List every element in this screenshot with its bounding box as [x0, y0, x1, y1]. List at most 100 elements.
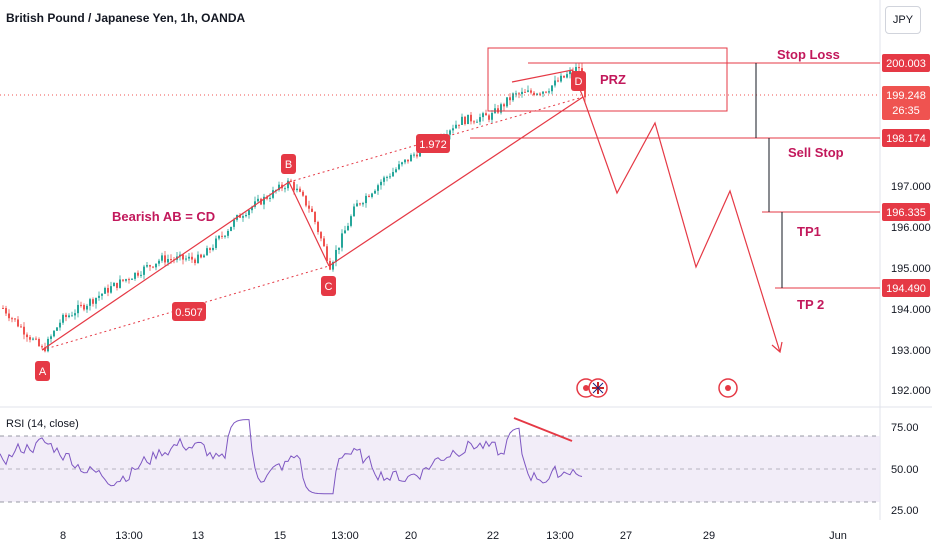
candle-body	[296, 188, 298, 191]
stop-loss-label: Stop Loss	[777, 47, 840, 62]
candle-body	[404, 159, 406, 163]
candle-body	[371, 193, 373, 197]
candle-body	[386, 176, 388, 178]
candle-body	[203, 255, 205, 258]
symbol-title[interactable]: British Pound / Japanese Yen, 1h, OANDA	[6, 11, 246, 25]
candle-body	[410, 154, 412, 162]
ratio-cd-label: 1.972	[419, 139, 447, 151]
candle-body	[488, 115, 490, 120]
rsi-divergence-line	[513, 417, 573, 442]
candle-body	[167, 259, 169, 263]
candle-body	[335, 249, 337, 263]
candle-body	[38, 338, 40, 347]
sell-stop-price-text: 198.174	[886, 133, 926, 145]
event-icon-2[interactable]	[718, 378, 738, 398]
rsi-title[interactable]: RSI (14, close)	[6, 418, 79, 430]
candle-body	[221, 235, 223, 237]
candle-body	[137, 272, 139, 276]
candle-body	[230, 226, 232, 231]
candle-body	[332, 262, 334, 270]
candle-body	[320, 232, 322, 239]
candle-body	[305, 195, 307, 206]
bar-countdown-text: 26:35	[892, 105, 920, 117]
candle-body	[554, 80, 556, 86]
candle-body	[536, 93, 538, 96]
candle-body	[347, 225, 349, 231]
ab-leg	[41, 181, 290, 351]
candle-body	[341, 233, 343, 248]
rsi-tick: 50.00	[891, 464, 919, 476]
candle-body	[557, 80, 559, 82]
candle-body	[119, 279, 121, 288]
candle-body	[314, 211, 316, 222]
candle-body	[278, 184, 280, 191]
cd-leg	[328, 96, 584, 267]
sell-stop-label: Sell Stop	[788, 145, 844, 160]
price-tick: 192.000	[891, 385, 931, 397]
candle-body	[68, 315, 70, 318]
candle-body	[257, 198, 259, 202]
candle-body	[458, 124, 460, 126]
candle-body	[158, 260, 160, 264]
candle-body	[293, 181, 295, 191]
candle-body	[242, 216, 244, 218]
candle-body	[71, 315, 73, 317]
candle-body	[479, 117, 481, 122]
candle-body	[359, 203, 361, 205]
bc-leg	[288, 181, 330, 267]
candle-body	[449, 130, 451, 135]
uk-flag-event-icon[interactable]	[588, 378, 608, 398]
point-c-marker	[321, 276, 336, 296]
time-tick: 13:00	[546, 530, 574, 542]
tp2-label: TP 2	[797, 297, 824, 312]
candle-body	[365, 195, 367, 204]
candle-body	[512, 93, 514, 101]
candle-body	[521, 91, 523, 95]
candle-body	[224, 235, 226, 237]
candle-body	[551, 85, 553, 92]
candle-body	[29, 337, 31, 340]
tp1-price-tag	[882, 203, 930, 221]
candle-body	[287, 180, 289, 189]
candle-body	[215, 238, 217, 248]
candle-body	[113, 282, 115, 287]
candle-body	[338, 247, 340, 250]
candle-body	[95, 297, 97, 304]
point-d-label: D	[575, 76, 583, 88]
ratio-bc-label: 0.507	[175, 307, 203, 319]
candle-body	[377, 185, 379, 191]
candle-body	[218, 235, 220, 239]
candle-body	[407, 159, 409, 162]
candle-body	[290, 180, 292, 182]
candle-body	[164, 255, 166, 263]
candle-body	[308, 205, 310, 209]
candle-body	[191, 256, 193, 260]
candle-body	[518, 93, 520, 95]
candle-body	[302, 191, 304, 196]
candle-body	[503, 104, 505, 107]
currency-button[interactable]: JPY	[885, 6, 921, 34]
candle-body	[65, 314, 67, 318]
candle-body	[23, 326, 25, 335]
projected-path	[582, 96, 781, 353]
time-tick: 13:00	[331, 530, 359, 542]
time-tick: 29	[703, 530, 715, 542]
stop-loss-price-tag	[882, 54, 930, 72]
price-tick: 196.000	[891, 222, 931, 234]
candle-body	[209, 248, 211, 250]
candle-body	[566, 74, 568, 78]
candle-body	[491, 112, 493, 120]
rsi-tick: 75.00	[891, 422, 919, 434]
candle-body	[392, 172, 394, 177]
tp1-label: TP1	[797, 224, 821, 239]
candle-body	[362, 203, 364, 205]
candle-body	[383, 177, 385, 182]
candle-body	[530, 90, 532, 93]
candle-body	[200, 254, 202, 258]
candle-body	[74, 313, 76, 316]
candle-body	[485, 113, 487, 116]
candle-body	[299, 188, 301, 192]
candle-body	[248, 210, 250, 216]
